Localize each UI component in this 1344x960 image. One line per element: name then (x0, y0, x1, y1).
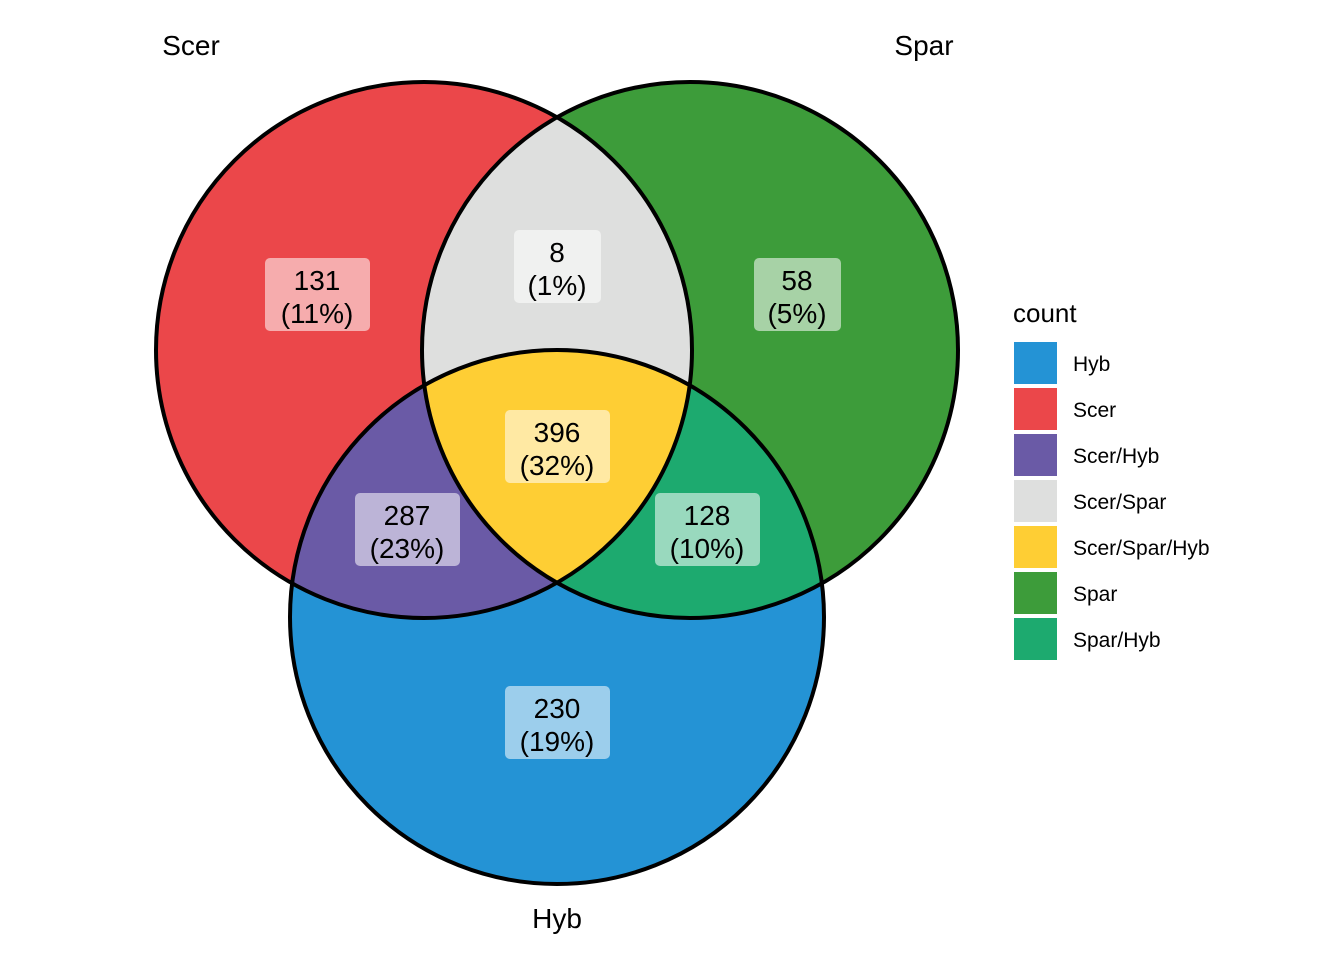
region-count-scer-hyb: 287 (384, 500, 431, 531)
legend-item-label: Scer/Spar/Hyb (1073, 537, 1210, 560)
legend-item: Spar/Hyb (1014, 618, 1161, 660)
region-label-scer-spar: 8 (1%) (514, 230, 601, 303)
region-label-spar: 58 (5%) (754, 258, 841, 331)
legend-item-label: Scer/Spar (1073, 491, 1166, 514)
legend-swatch (1014, 618, 1057, 660)
region-percent-scer-spar-hyb: (32%) (520, 450, 595, 481)
legend-title: count (1013, 298, 1077, 328)
region-count-scer-spar: 8 (549, 237, 565, 268)
spar-circle-outline (420, 80, 960, 620)
legend-item: Scer (1014, 388, 1116, 430)
region-label-scer: 131 (11%) (265, 258, 370, 331)
region-label-scer-spar-hyb: 396 (32%) (505, 410, 610, 483)
circle-outlines (154, 80, 960, 886)
legend-item: Scer/Spar (1014, 480, 1166, 522)
region-percent-spar: (5%) (767, 298, 826, 329)
legend-item-label: Scer (1073, 399, 1116, 422)
set-labels: Scer Spar Hyb (162, 30, 953, 934)
legend-swatch (1014, 388, 1057, 430)
legend-item-label: Hyb (1073, 353, 1110, 376)
region-percent-scer-hyb: (23%) (370, 533, 445, 564)
region-count-spar: 58 (781, 265, 812, 296)
legend-item: Scer/Spar/Hyb (1014, 526, 1210, 568)
region-count-hyb: 230 (534, 693, 581, 724)
legend-item: Spar (1014, 572, 1117, 614)
legend-swatch (1014, 526, 1057, 568)
region-percent-spar-hyb: (10%) (670, 533, 745, 564)
hyb-circle-outline (288, 348, 826, 886)
legend-item: Hyb (1014, 342, 1110, 384)
legend: count Hyb Scer Scer/Hyb Scer/Spar Scer/S… (1013, 298, 1210, 660)
legend-swatch (1014, 572, 1057, 614)
legend-swatch (1014, 342, 1057, 384)
region-percent-hyb: (19%) (520, 726, 595, 757)
region-count-spar-hyb: 128 (684, 500, 731, 531)
legend-item: Scer/Hyb (1014, 434, 1159, 476)
region-label-hyb: 230 (19%) (505, 686, 610, 759)
region-count-scer-spar-hyb: 396 (534, 417, 581, 448)
region-label-scer-hyb: 287 (23%) (355, 493, 460, 566)
set-label-spar: Spar (894, 30, 953, 61)
legend-swatch (1014, 434, 1057, 476)
legend-swatch (1014, 480, 1057, 522)
region-percent-scer-spar: (1%) (527, 270, 586, 301)
legend-item-label: Spar (1073, 583, 1117, 606)
set-label-scer: Scer (162, 30, 220, 61)
region-percent-scer: (11%) (281, 298, 354, 329)
legend-item-label: Scer/Hyb (1073, 445, 1159, 468)
scer-circle-outline (154, 80, 694, 620)
region-labels: 131 (11%) 8 (1%) 58 (5%) 396 (32%) 287 (… (265, 230, 841, 759)
set-label-hyb: Hyb (532, 903, 582, 934)
legend-item-label: Spar/Hyb (1073, 629, 1161, 652)
region-count-scer: 131 (294, 265, 341, 296)
region-label-spar-hyb: 128 (10%) (655, 493, 760, 566)
